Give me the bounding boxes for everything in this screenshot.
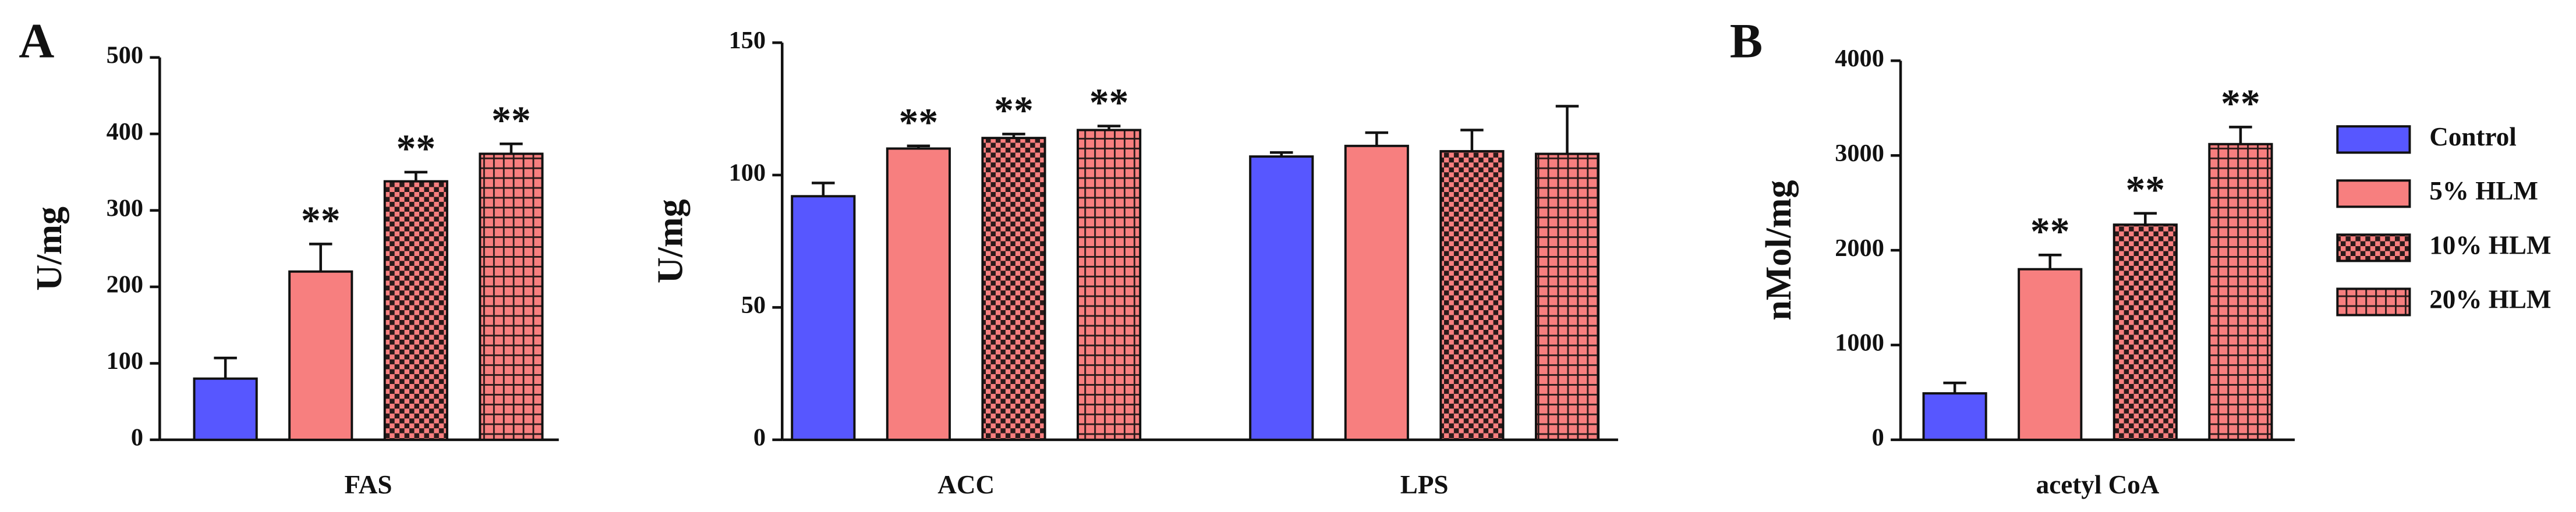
legend-swatch [2336, 233, 2411, 262]
bar [479, 152, 544, 441]
significance: ** [899, 100, 939, 144]
bar [1077, 129, 1142, 441]
legend-label: Control [2429, 122, 2517, 151]
panel-label: B [1730, 14, 1763, 68]
x-tick-label: ACC [937, 470, 995, 499]
y-axis-label: U/mg [30, 207, 69, 291]
y-tick-label: 2000 [1835, 234, 1884, 262]
y-tick-label: 100 [107, 347, 143, 375]
x-tick-label: acetyl CoA [2036, 470, 2160, 499]
panel-label: A [19, 14, 54, 68]
significance: ** [301, 198, 341, 242]
legend-swatch [2336, 179, 2411, 208]
legend-label: 10% HLM [2429, 230, 2551, 259]
bar [1249, 155, 1314, 441]
y-tick-label: 400 [107, 118, 143, 145]
y-tick-label: 200 [107, 271, 143, 298]
y-tick-label: 150 [729, 27, 766, 54]
y-tick-label: 50 [741, 291, 766, 319]
y-tick-label: 0 [753, 424, 766, 451]
bar [791, 195, 856, 441]
x-tick-label: FAS [345, 470, 392, 499]
bar [1922, 392, 1987, 441]
significance: ** [2030, 209, 2070, 253]
legend-swatch [2336, 125, 2411, 154]
legend-label: 20% HLM [2429, 285, 2551, 314]
y-axis-label: nMol/mg [1759, 180, 1799, 320]
y-tick-label: 300 [107, 194, 143, 222]
y-tick-label: 1000 [1835, 329, 1884, 357]
y-tick-label: 4000 [1835, 45, 1884, 72]
bar [193, 377, 258, 441]
y-tick-label: 100 [729, 159, 766, 187]
legend-swatch [2336, 287, 2411, 317]
bar [2113, 223, 2178, 441]
bar [1344, 144, 1409, 441]
bar [1534, 152, 1600, 441]
bar [2208, 143, 2273, 441]
y-tick-label: 0 [1872, 424, 1884, 451]
significance: ** [2221, 81, 2260, 125]
legend-label: 5% HLM [2429, 176, 2538, 205]
y-tick-label: 500 [107, 41, 143, 69]
bar [2018, 268, 2083, 441]
y-tick-label: 0 [131, 424, 143, 451]
y-axis-label: U/mg [650, 199, 690, 283]
bar [886, 147, 951, 441]
x-tick-label: LPS [1400, 470, 1449, 499]
bar [981, 137, 1046, 441]
bar [383, 180, 448, 441]
significance: ** [994, 88, 1034, 132]
significance: ** [1089, 80, 1129, 124]
significance: ** [396, 127, 436, 170]
bar [288, 270, 353, 441]
y-tick-label: 3000 [1835, 140, 1884, 167]
significance: ** [2125, 168, 2165, 211]
bar [1439, 150, 1505, 441]
significance: ** [491, 98, 531, 142]
